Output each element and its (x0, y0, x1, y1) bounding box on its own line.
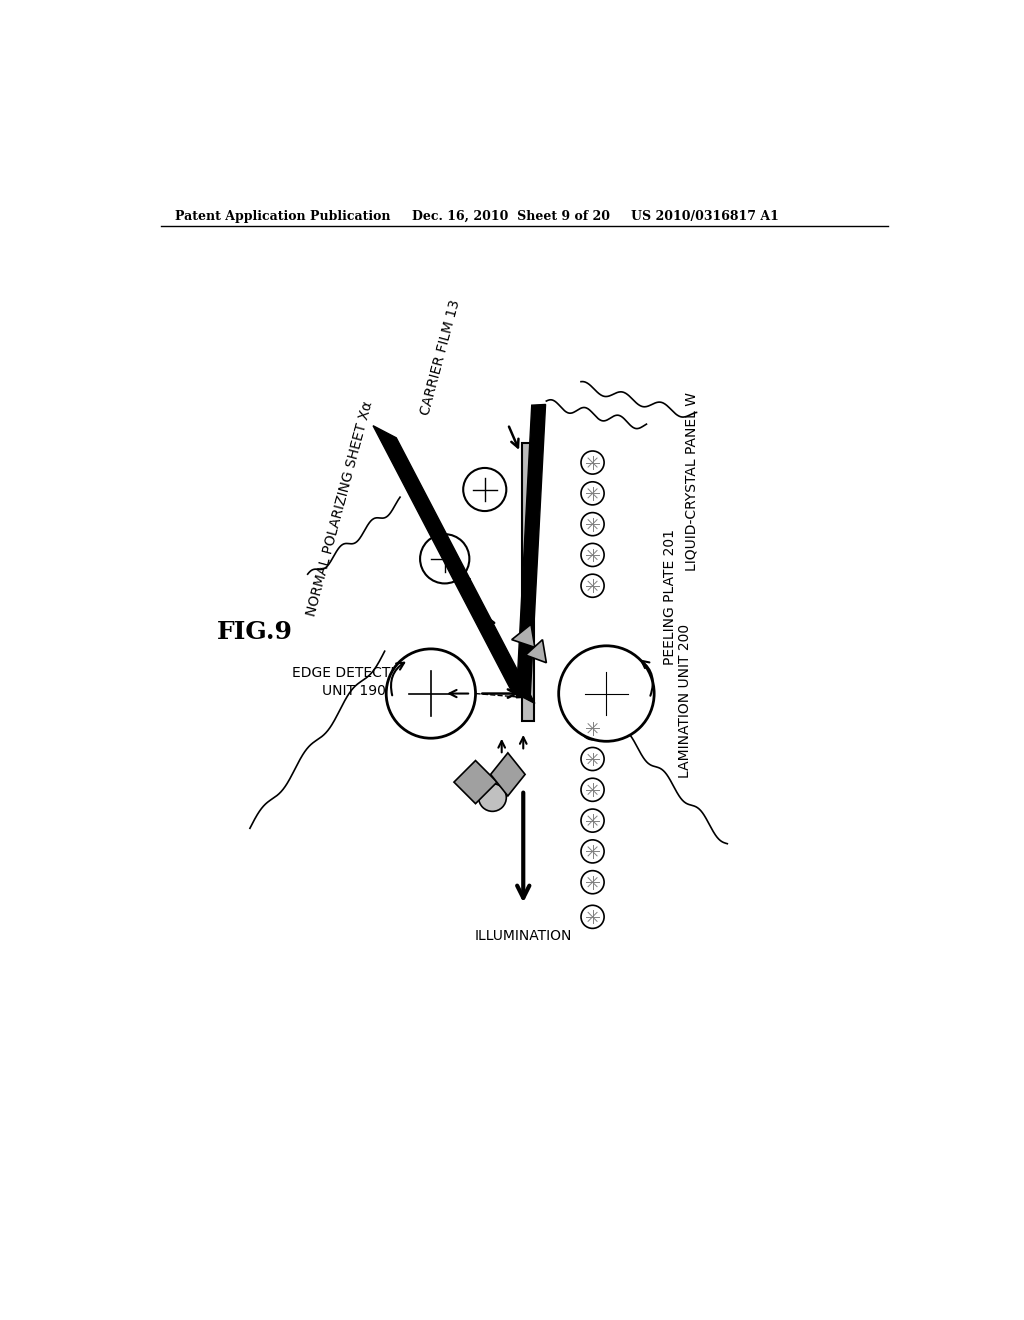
Text: ILLUMINATION: ILLUMINATION (474, 929, 572, 942)
Circle shape (581, 747, 604, 771)
Circle shape (581, 906, 604, 928)
Text: LAMINATION UNIT 200: LAMINATION UNIT 200 (678, 624, 692, 779)
Circle shape (463, 469, 506, 511)
Polygon shape (454, 760, 497, 804)
Text: Patent Application Publication: Patent Application Publication (175, 210, 391, 223)
Polygon shape (512, 624, 535, 647)
Circle shape (559, 645, 654, 742)
Polygon shape (490, 752, 525, 796)
Circle shape (581, 544, 604, 566)
Circle shape (581, 809, 604, 832)
Circle shape (581, 451, 604, 474)
Polygon shape (373, 425, 535, 704)
Text: US 2010/0316817 A1: US 2010/0316817 A1 (631, 210, 779, 223)
Text: PEELING PLATE 201: PEELING PLATE 201 (663, 529, 677, 665)
Circle shape (386, 649, 475, 738)
Circle shape (478, 784, 506, 812)
Circle shape (581, 871, 604, 894)
Polygon shape (525, 640, 547, 663)
Text: EDGE DETECTION
UNIT 190: EDGE DETECTION UNIT 190 (292, 665, 416, 698)
Circle shape (581, 512, 604, 536)
Bar (521, 444, 535, 721)
Text: NORMAL POLARIZING SHEET Xα: NORMAL POLARIZING SHEET Xα (304, 400, 376, 618)
Text: FIG.9: FIG.9 (217, 620, 293, 644)
Circle shape (581, 717, 604, 739)
Circle shape (581, 779, 604, 801)
Text: CARRIER FILM 13: CARRIER FILM 13 (418, 298, 462, 416)
Circle shape (420, 535, 469, 583)
Circle shape (581, 482, 604, 506)
Circle shape (581, 840, 604, 863)
Polygon shape (516, 404, 546, 698)
Circle shape (581, 574, 604, 597)
Text: LIQUID-CRYSTAL PANEL W: LIQUID-CRYSTAL PANEL W (684, 392, 698, 572)
Text: Dec. 16, 2010  Sheet 9 of 20: Dec. 16, 2010 Sheet 9 of 20 (412, 210, 609, 223)
